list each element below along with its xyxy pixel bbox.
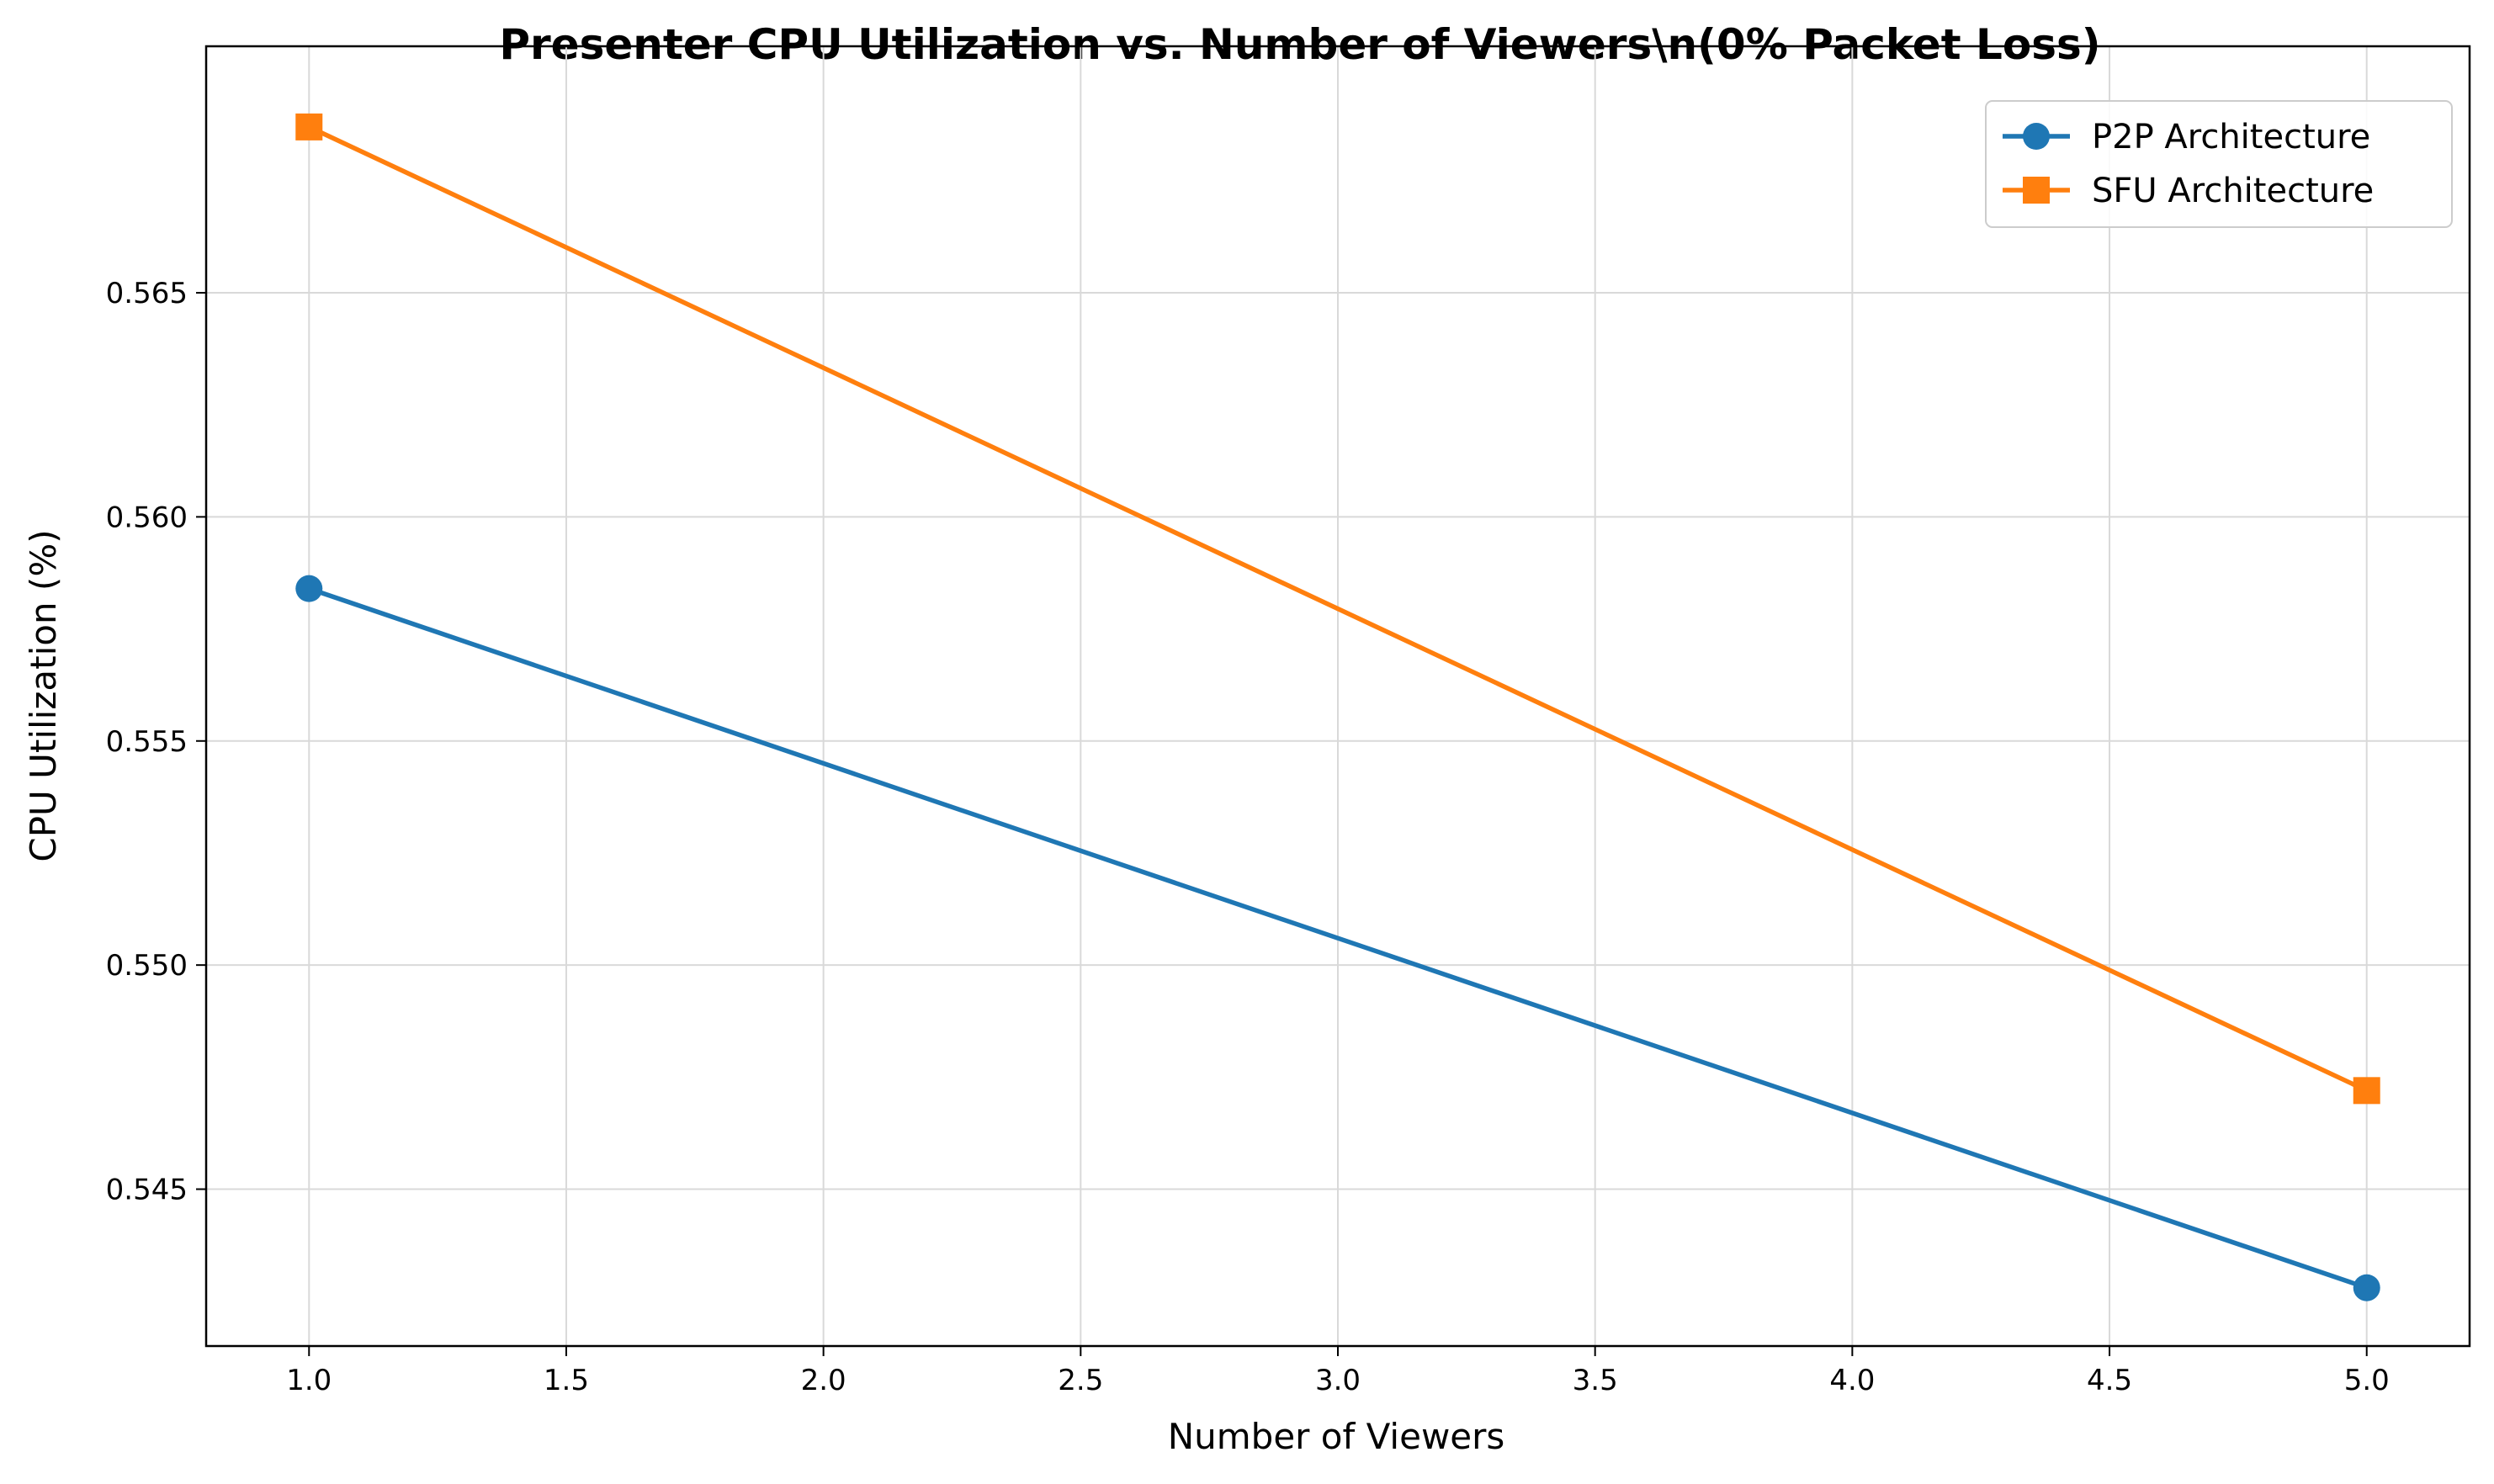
chart-title: Presenter CPU Utilization vs. Number of … [499,20,2100,69]
data-point [2353,1274,2380,1301]
legend: P2P Architecture SFU Architecture [1985,100,2453,228]
x-tick-label: 1.0 [286,1364,332,1397]
x-tick-label: 2.0 [801,1364,846,1397]
data-point [295,113,323,140]
y-tick-label: 0.560 [106,501,188,534]
legend-marker [2023,123,2050,150]
x-tick-label: 4.0 [1829,1364,1875,1397]
y-axis-label: CPU Utilization (%) [23,529,64,861]
series-layer [295,113,2380,1301]
grid [206,46,2470,1346]
x-axis-label: Number of Viewers [1168,1416,1505,1457]
x-tick-label: 4.5 [2087,1364,2132,1397]
x-tick-label: 2.5 [1058,1364,1103,1397]
y-tick-label: 0.545 [106,1174,188,1207]
x-tick-label: 3.0 [1315,1364,1361,1397]
y-tick-label: 0.555 [106,725,188,759]
series-line [306,586,2369,1291]
legend-marker [2023,177,2050,204]
x-tick-label: 1.5 [544,1364,589,1397]
legend-label: P2P Architecture [2092,118,2370,156]
ticks: 1.0 1.5 2.0 2.5 3.0 3.5 4.0 4.5 5.0 0.545 0.550 0.5… [106,277,2390,1397]
x-tick-label: 3.5 [1573,1364,1618,1397]
x-tick-label: 5.0 [2344,1364,2390,1397]
data-point [2353,1077,2380,1105]
y-tick-label: 0.550 [106,949,188,983]
data-point [295,575,323,602]
legend-label: SFU Architecture [2092,172,2374,210]
legend-box [1985,100,2453,228]
series-line [306,125,2369,1094]
y-tick-label: 0.565 [106,277,188,310]
